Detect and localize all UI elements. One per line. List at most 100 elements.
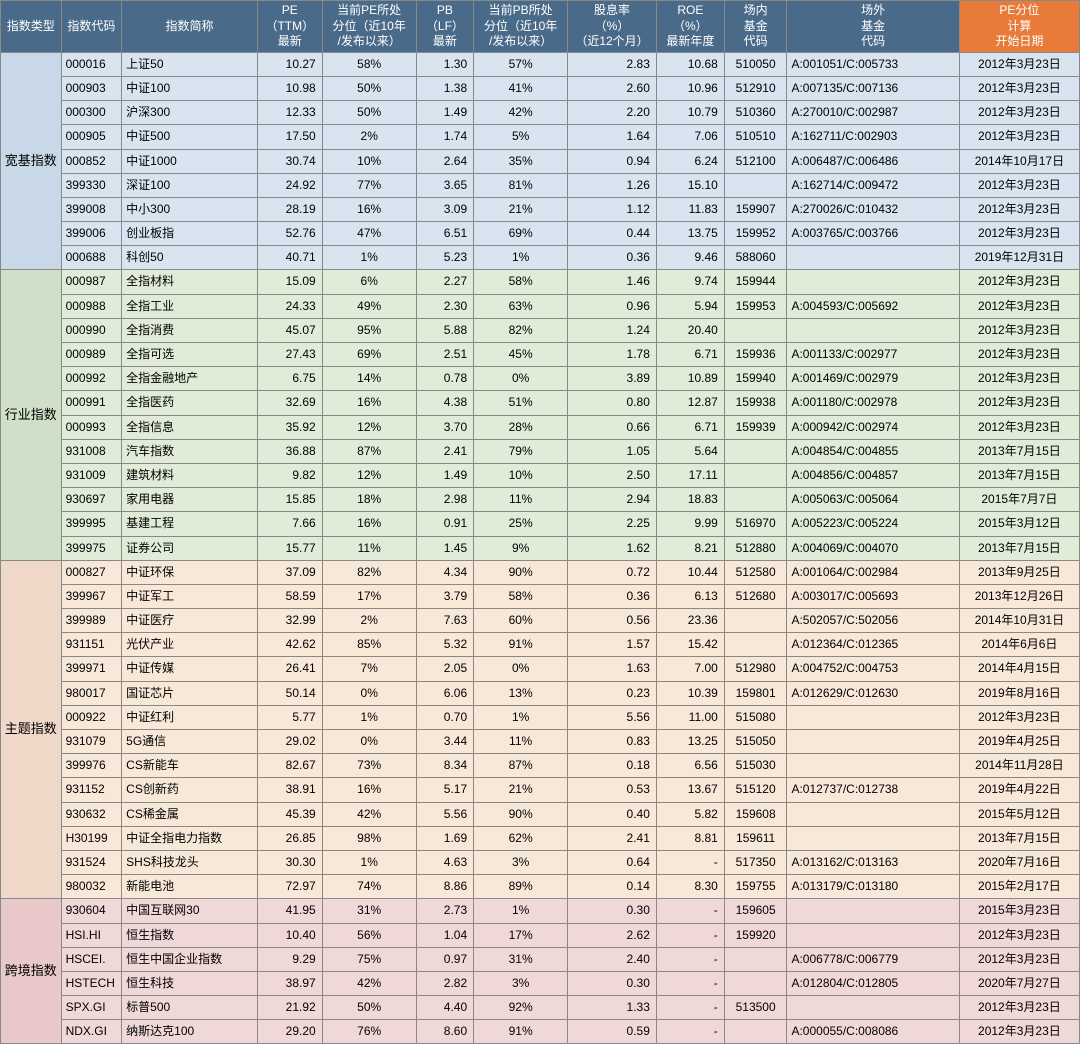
cell: 0% (322, 681, 416, 705)
cell: A:001469/C:002979 (787, 367, 959, 391)
cell: 2013年9月25日 (959, 560, 1079, 584)
cell: 1.78 (568, 343, 657, 367)
col-header-9: 场内基金代码 (724, 1, 787, 53)
cell: 2013年7月15日 (959, 536, 1079, 560)
cell: 159938 (724, 391, 787, 415)
col-header-3: PE（TTM）最新 (257, 1, 322, 53)
cell: 5.32 (416, 633, 473, 657)
cell: 0.14 (568, 875, 657, 899)
cell: 建筑材料 (122, 463, 258, 487)
cell: 40.71 (257, 246, 322, 270)
cell: 29.20 (257, 1020, 322, 1044)
cell: A:013179/C:013180 (787, 875, 959, 899)
cell: 1.45 (416, 536, 473, 560)
cell: A:270010/C:002987 (787, 101, 959, 125)
cell: 5.64 (656, 439, 724, 463)
cell: 000688 (61, 246, 122, 270)
cell: 2.50 (568, 463, 657, 487)
cell: 50% (322, 996, 416, 1020)
cell: 16% (322, 391, 416, 415)
cell: 74% (322, 875, 416, 899)
cell: - (656, 971, 724, 995)
cell: 30.74 (257, 149, 322, 173)
table-row: 000993全指信息35.9212%3.7028%0.666.71159939A… (1, 415, 1080, 439)
cell (787, 318, 959, 342)
cell: 000991 (61, 391, 122, 415)
table-row: 399975证券公司15.7711%1.459%1.628.21512880A:… (1, 536, 1080, 560)
cell: 1.33 (568, 996, 657, 1020)
cell: 2.41 (568, 826, 657, 850)
cell: 26.41 (257, 657, 322, 681)
cell: 17.11 (656, 463, 724, 487)
cell: 2.25 (568, 512, 657, 536)
cell: 26.85 (257, 826, 322, 850)
cell: 000988 (61, 294, 122, 318)
cell: 0.97 (416, 947, 473, 971)
index-valuation-table: 指数类型指数代码指数简称PE（TTM）最新当前PE所处分位（近10年/发布以来）… (0, 0, 1080, 1044)
cell: HSTECH (61, 971, 122, 995)
cell (787, 730, 959, 754)
cell: 42% (322, 802, 416, 826)
cell: 9.46 (656, 246, 724, 270)
cell: 931151 (61, 633, 122, 657)
cell (724, 947, 787, 971)
cell: 28.19 (257, 197, 322, 221)
cell: 75% (322, 947, 416, 971)
cell: 1.12 (568, 197, 657, 221)
cell: 515120 (724, 778, 787, 802)
cell: 1.26 (568, 173, 657, 197)
cell (724, 318, 787, 342)
cell: 85% (322, 633, 416, 657)
cell: 2.41 (416, 439, 473, 463)
cell: 0% (474, 657, 568, 681)
cell: 沪深300 (122, 101, 258, 125)
cell (724, 439, 787, 463)
cell: 399995 (61, 512, 122, 536)
cell: 930632 (61, 802, 122, 826)
cell: 14% (322, 367, 416, 391)
cell: A:012737/C:012738 (787, 778, 959, 802)
cell: 0.78 (416, 367, 473, 391)
cell: 2% (322, 609, 416, 633)
cell: 91% (474, 1020, 568, 1044)
col-header-11: PE分位计算开始日期 (959, 1, 1079, 53)
cell: 58.59 (257, 584, 322, 608)
cell: 10.44 (656, 560, 724, 584)
cell: 980017 (61, 681, 122, 705)
cell: 12.33 (257, 101, 322, 125)
cell: 512580 (724, 560, 787, 584)
cell: 创业板指 (122, 222, 258, 246)
cell: 159936 (724, 343, 787, 367)
cell: 3.79 (416, 584, 473, 608)
cell: 87% (474, 754, 568, 778)
cell: 1.57 (568, 633, 657, 657)
table-row: 000988全指工业24.3349%2.3063%0.965.94159953A… (1, 294, 1080, 318)
cell: 10.98 (257, 76, 322, 100)
cell: 42% (474, 101, 568, 125)
table-row: SPX.GI标普50021.9250%4.4092%1.33-513500201… (1, 996, 1080, 1020)
cell: 89% (474, 875, 568, 899)
cell: 45.07 (257, 318, 322, 342)
cell: 13.25 (656, 730, 724, 754)
cell: 90% (474, 802, 568, 826)
cell: 0.53 (568, 778, 657, 802)
cell: 2014年6月6日 (959, 633, 1079, 657)
cell: 49% (322, 294, 416, 318)
table-row: 399008中小30028.1916%3.0921%1.1211.8315990… (1, 197, 1080, 221)
cell: 399967 (61, 584, 122, 608)
cell: 000903 (61, 76, 122, 100)
cell: 2.60 (568, 76, 657, 100)
cell (724, 463, 787, 487)
cell: 10.27 (257, 52, 322, 76)
cell: 中证军工 (122, 584, 258, 608)
cell: 2.40 (568, 947, 657, 971)
table-row: HSI.HI恒生指数10.4056%1.0417%2.62-1599202012… (1, 923, 1080, 947)
cell: A:007135/C:007136 (787, 76, 959, 100)
cell: 0% (474, 367, 568, 391)
cell: 5.94 (656, 294, 724, 318)
cell: 恒生科技 (122, 971, 258, 995)
cell: - (656, 996, 724, 1020)
table-row: HSTECH恒生科技38.9742%2.823%0.30-A:012804/C:… (1, 971, 1080, 995)
cell (787, 826, 959, 850)
cell: 24.33 (257, 294, 322, 318)
